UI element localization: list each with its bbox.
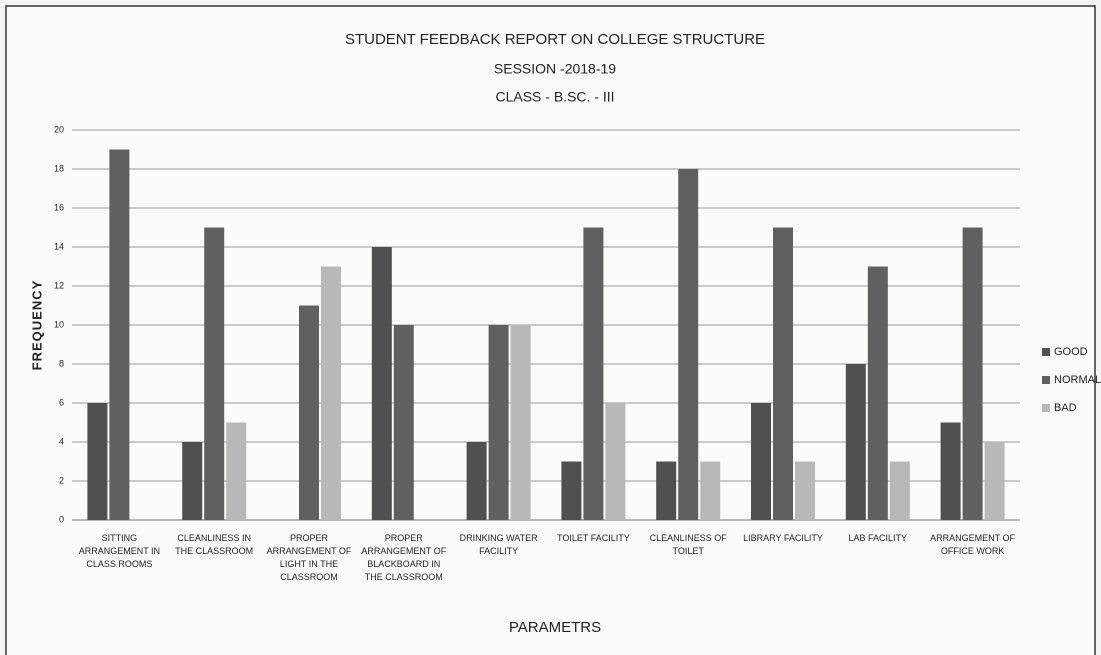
- legend-label: NORMAL: [1054, 374, 1101, 386]
- bar: [984, 442, 1005, 520]
- bar: [371, 247, 392, 520]
- y-tick-label: 0: [59, 514, 64, 524]
- bar: [889, 461, 910, 520]
- chart-subtitle: CLASS - B.SC. - III: [495, 89, 614, 105]
- y-tick-label: 12: [54, 280, 64, 290]
- bar: [795, 461, 815, 520]
- bar: [510, 325, 531, 520]
- y-tick-label: 20: [54, 124, 64, 134]
- legend-label: GOOD: [1054, 346, 1088, 358]
- bar: [393, 325, 414, 520]
- bar: [466, 442, 487, 520]
- bar: [751, 403, 771, 520]
- x-tick-label: PROPER ARRANGEMENT OF BLACKBOARD IN THE …: [361, 533, 447, 582]
- legend-swatch: [1042, 404, 1050, 412]
- y-tick-label: 6: [59, 397, 64, 407]
- bar: [561, 461, 582, 520]
- legend-swatch: [1042, 376, 1050, 384]
- y-tick-label: 8: [59, 358, 64, 368]
- chart-subtitle: SESSION -2018-19: [494, 61, 616, 77]
- bar: [962, 227, 983, 520]
- bar: [700, 461, 721, 520]
- legend-label: BAD: [1054, 402, 1077, 414]
- bar: [583, 227, 604, 520]
- bar: [182, 442, 203, 520]
- bar: [226, 422, 247, 520]
- x-tick-label: PROPER ARRANGEMENT OF LIGHT IN THE CLASS…: [266, 533, 352, 582]
- frame: [5, 5, 1096, 655]
- x-tick-label: DRINKING WATER FACILITY: [459, 533, 538, 556]
- x-tick-label: CLEANLINESS OF TOILET: [649, 533, 727, 556]
- x-tick-label: ARRANGEMENT OF OFFICE WORK: [930, 533, 1016, 556]
- bar: [605, 403, 626, 520]
- x-tick-label: LIBRARY FACILITY: [743, 533, 823, 543]
- bar: [773, 227, 793, 520]
- y-tick-label: 18: [54, 163, 64, 173]
- bar: [656, 461, 677, 520]
- x-tick-label: SITTING ARRANGEMENT IN CLASS ROOMS: [78, 533, 161, 569]
- y-tick-label: 10: [54, 319, 64, 329]
- y-tick-label: 4: [59, 436, 64, 446]
- x-tick-label: CLEANLINESS IN THE CLASSROOM: [175, 533, 254, 556]
- bar: [845, 364, 866, 520]
- x-tick-label: LAB FACILITY: [848, 533, 908, 543]
- bar: [678, 169, 699, 520]
- x-axis-label: PARAMETRS: [509, 619, 601, 636]
- bar: [867, 266, 888, 520]
- y-tick-label: 2: [59, 475, 64, 485]
- bar: [940, 422, 961, 520]
- bar: [204, 227, 225, 520]
- y-tick-label: 14: [54, 241, 64, 251]
- bar: [109, 149, 130, 520]
- bar: [321, 266, 341, 520]
- y-axis-label: FREQUENCY: [29, 280, 44, 371]
- legend-swatch: [1042, 348, 1050, 356]
- y-tick-label: 16: [54, 202, 64, 212]
- bar: [87, 403, 108, 520]
- bar: [488, 325, 509, 520]
- chart-title: STUDENT FEEDBACK REPORT ON COLLEGE STRUC…: [345, 31, 765, 48]
- bar: [299, 305, 319, 520]
- x-tick-label: TOILET FACILITY: [557, 533, 630, 543]
